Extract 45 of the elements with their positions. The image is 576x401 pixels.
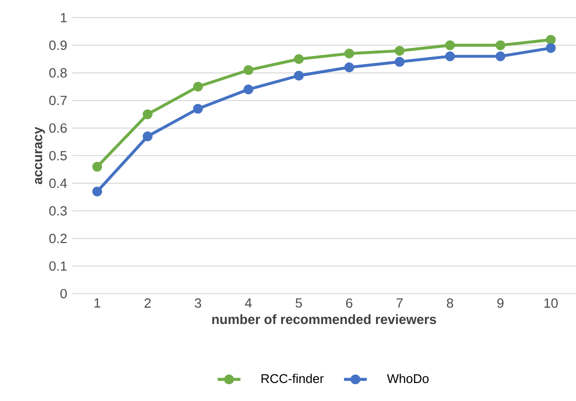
x-tick-label: 9 bbox=[497, 298, 504, 308]
x-tick-label: 1 bbox=[94, 298, 100, 308]
point bbox=[445, 51, 455, 62]
x-tick-label: 3 bbox=[194, 298, 202, 308]
point bbox=[243, 84, 254, 94]
y-tick-label: 0 bbox=[60, 288, 67, 298]
y-tick-label: 0.8 bbox=[49, 68, 67, 78]
y-tick-label: 0.9 bbox=[49, 40, 67, 50]
y-tick-label: 0.1 bbox=[49, 261, 67, 271]
point bbox=[142, 109, 153, 120]
point bbox=[243, 65, 254, 76]
x-tick-label: 7 bbox=[396, 298, 403, 308]
point bbox=[546, 34, 556, 45]
x-axis-title: number of recommended reviewers bbox=[212, 314, 436, 324]
y-tick-label: 0.2 bbox=[49, 234, 67, 244]
y-tick-label: 0.4 bbox=[49, 178, 67, 188]
y-axis-title: accuracy bbox=[34, 126, 45, 184]
x-tick-label: 6 bbox=[346, 298, 352, 308]
y-tick-label: 0.3 bbox=[49, 206, 67, 216]
point bbox=[92, 162, 102, 172]
point bbox=[294, 54, 304, 64]
x-tick-label: 5 bbox=[296, 298, 302, 308]
point bbox=[142, 131, 153, 142]
x-tick-label: 10 bbox=[544, 298, 558, 308]
y-tick-label: 0.7 bbox=[49, 96, 67, 106]
point bbox=[445, 40, 455, 50]
x-tick-label: 2 bbox=[144, 298, 151, 308]
point bbox=[394, 46, 405, 56]
point bbox=[193, 104, 203, 114]
point bbox=[344, 62, 354, 72]
point bbox=[495, 40, 506, 50]
y-tick-label: 0.5 bbox=[49, 150, 67, 160]
point bbox=[495, 51, 506, 62]
legend-label: WhoDo bbox=[386, 374, 429, 384]
point bbox=[92, 186, 102, 196]
point bbox=[394, 56, 405, 67]
x-tick-label: 4 bbox=[245, 298, 252, 308]
point bbox=[193, 82, 203, 92]
point bbox=[546, 43, 556, 53]
y-tick-label: 0.6 bbox=[49, 123, 67, 133]
point bbox=[344, 48, 354, 58]
legend-label: RCC-finder bbox=[262, 374, 324, 384]
y-tick-label: 1 bbox=[60, 13, 67, 22]
x-tick-label: 8 bbox=[446, 298, 454, 308]
point bbox=[294, 70, 304, 81]
